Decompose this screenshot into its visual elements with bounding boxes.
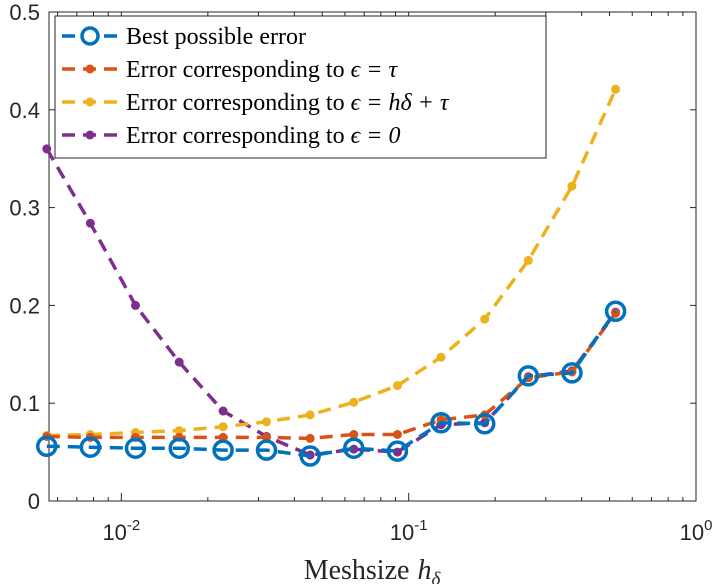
y-tick-label: 0.4 bbox=[9, 98, 40, 123]
series-line bbox=[46, 312, 618, 441]
legend-marker bbox=[85, 64, 95, 74]
data-point bbox=[392, 381, 402, 391]
data-point bbox=[305, 410, 315, 420]
legend-label: Error corresponding to ϵ = hδ + τ bbox=[126, 90, 450, 116]
legend-item: Best possible error bbox=[62, 24, 306, 50]
x-tick-label: 10-2 bbox=[102, 517, 140, 545]
data-point bbox=[255, 439, 278, 461]
legend-label-math: ϵ = hδ + τ bbox=[351, 90, 450, 116]
data-point bbox=[386, 440, 409, 462]
legend-box bbox=[54, 15, 547, 159]
x-tick-label-base: 10 bbox=[680, 520, 704, 545]
data-point bbox=[305, 433, 315, 443]
legend-label-text: Error corresponding to bbox=[126, 90, 351, 116]
legend-item: Error corresponding to ϵ = τ bbox=[62, 57, 398, 83]
x-tick-label: 10-1 bbox=[390, 517, 428, 545]
data-point bbox=[392, 447, 402, 457]
legend: Best possible error Error corresponding t… bbox=[54, 15, 547, 159]
data-point bbox=[42, 144, 52, 154]
axis-ticks: 00.10.20.30.40.510-2 10-1 100 bbox=[9, 0, 712, 545]
data-point bbox=[343, 437, 365, 459]
data-point bbox=[523, 255, 533, 265]
x-tick-label-exponent: -2 bbox=[127, 517, 140, 534]
x-tick-label-exponent: -1 bbox=[414, 517, 427, 534]
data-point bbox=[168, 437, 190, 459]
data-point bbox=[212, 439, 234, 461]
legend-label: Error corresponding to ϵ = 0 bbox=[126, 123, 400, 149]
x-axis-label-symbol: h bbox=[417, 555, 431, 584]
data-point bbox=[130, 300, 140, 310]
data-point bbox=[611, 84, 621, 94]
data-point bbox=[349, 429, 359, 439]
legend-label: Error corresponding to ϵ = τ bbox=[126, 57, 398, 83]
x-axis-label-text: Meshsize bbox=[304, 555, 410, 584]
data-point bbox=[36, 435, 58, 457]
data-point bbox=[261, 417, 271, 427]
series-line bbox=[45, 148, 618, 457]
legend-marker bbox=[80, 26, 100, 46]
series-1 bbox=[36, 300, 627, 467]
x-axis-label-subscript: δ bbox=[431, 569, 441, 584]
data-point bbox=[174, 357, 184, 367]
y-tick-label: 0.5 bbox=[9, 0, 40, 25]
y-tick-label: 0.3 bbox=[9, 196, 40, 221]
data-point bbox=[124, 437, 147, 459]
data-point bbox=[349, 397, 359, 407]
data-point bbox=[473, 412, 496, 435]
y-tick-label: 0.2 bbox=[9, 293, 40, 318]
data-point bbox=[218, 406, 228, 416]
data-point bbox=[480, 314, 490, 324]
legend-label: Best possible error bbox=[126, 24, 306, 50]
data-point bbox=[218, 422, 228, 432]
data-point bbox=[517, 365, 540, 387]
x-tick-label-base: 10 bbox=[390, 520, 414, 545]
series-layer bbox=[36, 84, 627, 467]
legend-label-text: Error corresponding to bbox=[126, 123, 351, 149]
legend-label-text: Best possible error bbox=[126, 24, 306, 50]
x-tick-label: 100 bbox=[680, 517, 713, 545]
data-point bbox=[392, 429, 402, 439]
data-point bbox=[436, 352, 446, 362]
data-point bbox=[79, 436, 102, 458]
data-point bbox=[561, 362, 583, 384]
data-point bbox=[430, 412, 452, 434]
legend-marker bbox=[85, 130, 95, 140]
legend-label-text: Error corresponding to bbox=[126, 57, 351, 83]
x-axis-label: Meshsize hδ bbox=[304, 555, 442, 584]
data-point bbox=[567, 181, 577, 191]
series-line bbox=[46, 88, 618, 438]
legend-label-math: ϵ = τ bbox=[351, 57, 399, 83]
legend-marker bbox=[85, 97, 95, 107]
data-point bbox=[85, 218, 95, 228]
legend-label-math: ϵ = 0 bbox=[351, 123, 401, 149]
legend-item: Error corresponding to ϵ = 0 bbox=[62, 123, 400, 149]
data-point bbox=[604, 300, 627, 323]
data-point bbox=[174, 426, 184, 436]
x-tick-label-base: 10 bbox=[102, 520, 126, 545]
x-tick-label-exponent: 0 bbox=[704, 517, 712, 534]
y-tick-label: 0.1 bbox=[9, 391, 40, 416]
y-tick-label: 0 bbox=[28, 489, 40, 514]
data-point bbox=[299, 445, 321, 467]
legend-item: Error corresponding to ϵ = hδ + τ bbox=[62, 90, 450, 116]
